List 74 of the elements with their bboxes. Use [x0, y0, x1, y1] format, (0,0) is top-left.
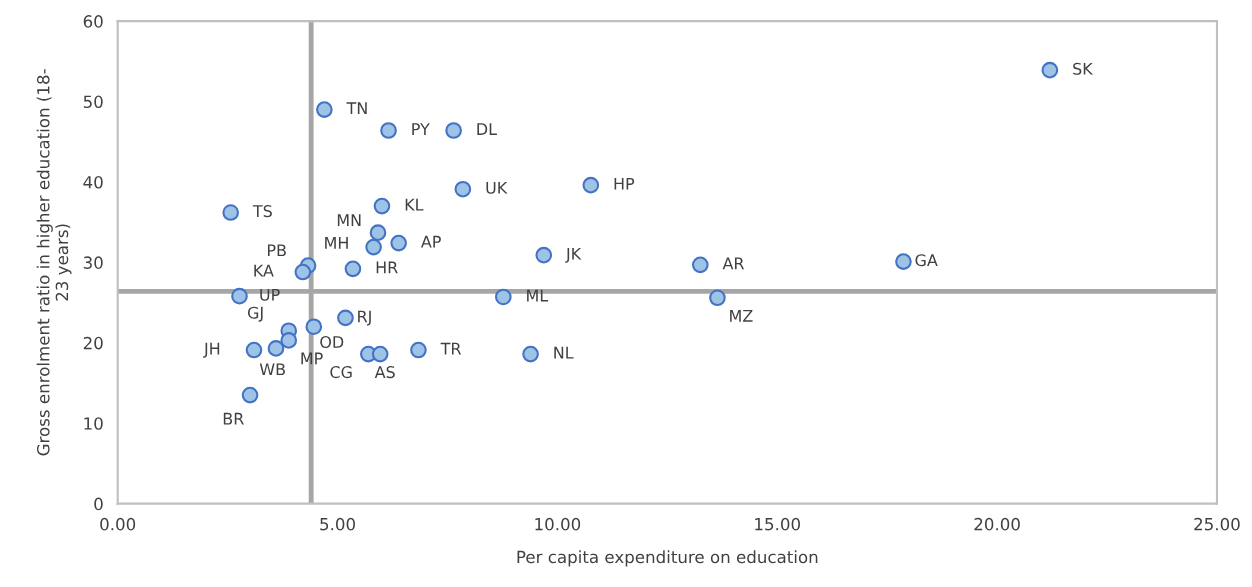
annotation: BR: [223, 412, 244, 425]
annotation: TN: [346, 102, 367, 114]
annotation: DL: [477, 123, 497, 135]
point: [294, 263, 312, 281]
point: [454, 180, 472, 198]
point: [445, 122, 462, 139]
annotation: AR: [722, 257, 745, 270]
point: [267, 340, 285, 357]
point: [691, 256, 709, 274]
annotation: MN: [337, 214, 361, 226]
annotation: KL: [405, 198, 424, 211]
point: [241, 386, 259, 404]
point: [535, 246, 553, 264]
y-axis-title: Gross enrolment ratio in higher education (18- 23 years): [36, 69, 72, 456]
annotation: KA: [254, 264, 274, 277]
point: [1041, 61, 1059, 79]
point: [280, 332, 298, 349]
annotation: ML: [527, 289, 549, 302]
annotation: WB: [259, 363, 285, 376]
x-tick-label: 10.00: [535, 517, 581, 531]
point: [337, 309, 354, 327]
annotation: JK: [565, 247, 582, 263]
annotation: GJ: [247, 306, 263, 322]
point: [371, 345, 389, 363]
annotation: PB: [267, 244, 286, 257]
annotation: RJ: [358, 310, 371, 326]
point: [895, 253, 912, 270]
annotation: HR: [376, 261, 398, 274]
point: [369, 224, 387, 241]
annotation: UP: [260, 288, 280, 301]
x-axis-title: Per capita expenditure on education: [517, 550, 818, 567]
annotation: UK: [486, 181, 508, 194]
annotation: SK: [1073, 62, 1094, 75]
annotation: CG: [330, 366, 352, 379]
point: [245, 341, 263, 359]
point: [410, 341, 427, 359]
annotation: OD: [320, 335, 344, 349]
annotation: MH: [325, 237, 348, 249]
annotation: MZ: [730, 309, 753, 322]
y-tick-label: 20: [83, 336, 103, 350]
annotation: HP: [614, 177, 635, 190]
point: [390, 234, 407, 252]
annotation: AS: [374, 366, 395, 379]
y-tick-label: 10: [84, 417, 103, 430]
point: [582, 176, 600, 194]
annotation: GA: [915, 254, 938, 267]
x-tick-label: 15.00: [755, 517, 800, 531]
annotation: MP: [301, 352, 323, 365]
point: [365, 238, 382, 256]
y-tick-label: 50: [83, 95, 103, 109]
annotation: TS: [252, 205, 272, 218]
point: [380, 122, 397, 139]
y-tick-label: 60: [83, 15, 103, 28]
annotation: AP: [421, 235, 441, 248]
x-tick-label: 0.00: [100, 517, 136, 531]
x-tick-label: 5.00: [320, 517, 355, 531]
point: [344, 260, 362, 278]
point: [316, 101, 333, 118]
point: [305, 318, 323, 336]
annotation: TR: [440, 342, 462, 355]
point: [373, 197, 391, 215]
point: [231, 287, 248, 305]
y-tick-label: 40: [83, 175, 103, 189]
point: [222, 204, 240, 221]
annotation: NL: [554, 346, 574, 359]
y-tick-label: 0: [94, 497, 103, 511]
point: [709, 289, 726, 307]
annotation: PY: [412, 123, 430, 135]
x-tick-label: 20.00: [974, 517, 1020, 531]
x-tick-label: 25.00: [1194, 517, 1240, 531]
annotation: JH: [203, 342, 220, 358]
point: [494, 288, 512, 306]
y-tick-label: 30: [83, 256, 103, 269]
point: [522, 345, 539, 363]
